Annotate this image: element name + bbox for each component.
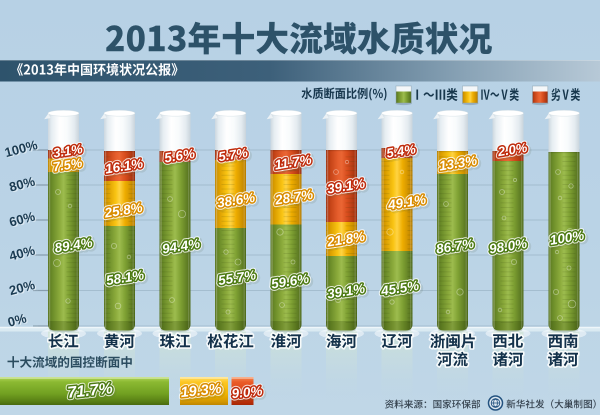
svg-text:7.5%: 7.5% [52,155,84,175]
svg-text:60%: 60% [9,209,38,230]
svg-text:9.0%: 9.0% [233,385,265,403]
svg-text:5.4%: 5.4% [385,141,417,161]
svg-text:28.7%: 28.7% [273,187,314,208]
svg-text:9.0%: 9.0% [231,383,263,401]
svg-text:19.3%: 19.3% [180,381,223,401]
svg-text:0%: 0% [7,311,29,330]
svg-text:5.7%: 5.7% [217,145,249,165]
svg-text:0%: 0% [6,310,28,329]
svg-text:45.5%: 45.5% [379,278,420,299]
svg-text:5.6%: 5.6% [163,146,196,166]
svg-text:39.1%: 39.1% [326,281,366,302]
svg-text:25.8%: 25.8% [102,200,143,221]
svg-text:20%: 20% [8,277,37,298]
svg-text:80%: 80% [8,173,37,194]
svg-text:40%: 40% [8,242,37,263]
svg-text:58.1%: 58.1% [105,267,145,288]
svg-text:55.7%: 55.7% [217,267,257,288]
svg-text:100%: 100% [549,228,585,248]
svg-text:5.7%: 5.7% [217,145,249,165]
svg-text:2.0%: 2.0% [496,140,529,160]
svg-text:9.0%: 9.0% [231,383,263,401]
svg-text:5.4%: 5.4% [385,141,417,161]
svg-text:11.7%: 11.7% [273,152,312,173]
svg-text:11.7%: 11.7% [273,152,312,173]
svg-text:20%: 20% [9,278,38,299]
svg-text:86.7%: 86.7% [435,236,475,257]
svg-text:59.6%: 59.6% [270,271,310,292]
svg-text:16.1%: 16.1% [104,156,144,177]
svg-text:13.3%: 13.3% [438,153,478,174]
svg-text:49.1%: 49.1% [386,192,427,213]
svg-text:3.1%: 3.1% [52,141,84,161]
svg-text:3.1%: 3.1% [52,141,84,161]
svg-text:5.6%: 5.6% [163,146,196,166]
svg-text:94.4%: 94.4% [161,236,201,257]
svg-text:2.0%: 2.0% [496,140,529,160]
svg-text:89.4%: 89.4% [53,235,93,256]
svg-text:40%: 40% [9,243,38,264]
svg-text:39.1%: 39.1% [326,176,366,197]
svg-text:100%: 100% [549,228,585,248]
svg-text:60%: 60% [8,208,37,229]
svg-text:19.3%: 19.3% [180,381,223,401]
svg-text:7.5%: 7.5% [52,155,84,175]
svg-text:9.0%: 9.0% [231,383,263,401]
svg-text:98.0%: 98.0% [488,236,528,257]
svg-text:71.7%: 71.7% [67,380,114,402]
svg-text:80%: 80% [9,174,38,195]
svg-text:21.8%: 21.8% [325,229,366,250]
svg-text:38.6%: 38.6% [216,190,256,211]
